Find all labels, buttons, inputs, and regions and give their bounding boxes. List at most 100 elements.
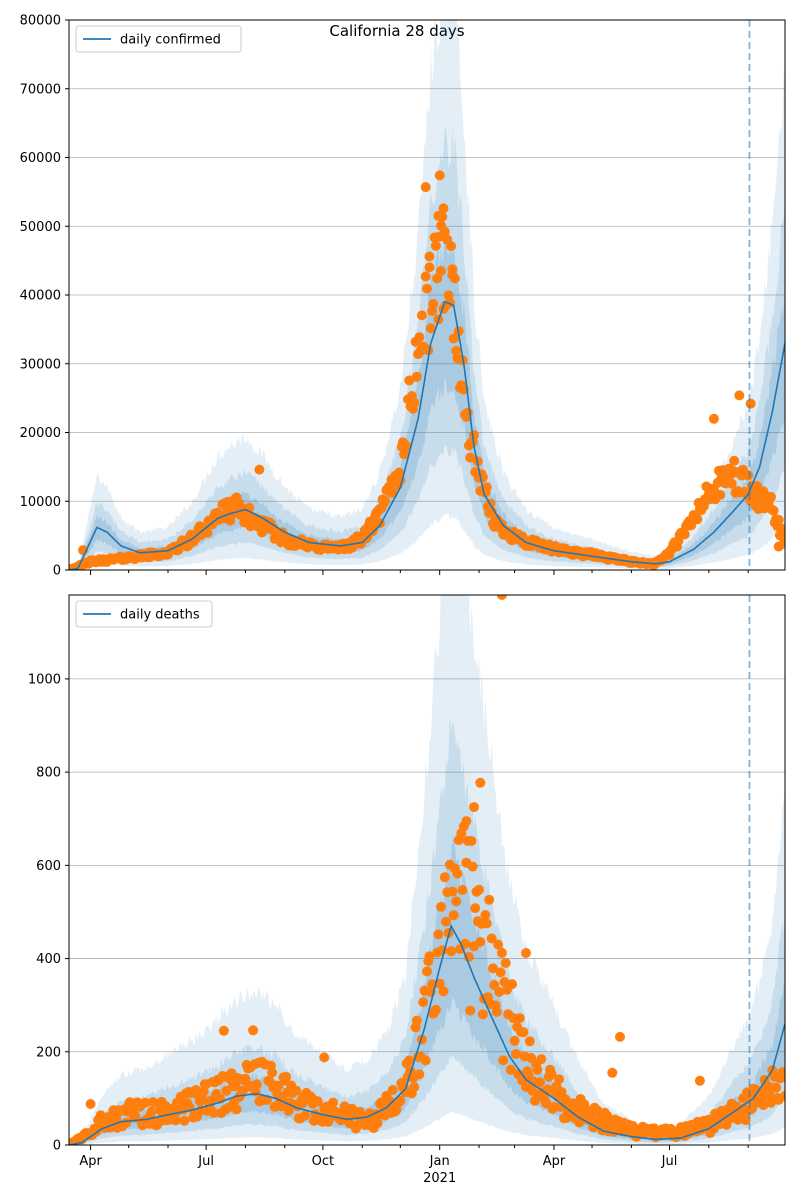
observed-point: [170, 1115, 181, 1126]
observed-point: [425, 323, 436, 334]
observed-point: [328, 1097, 339, 1108]
legend-box: [75, 600, 213, 628]
observed-point: [319, 1052, 330, 1063]
observed-point: [436, 901, 446, 912]
observed-point: [679, 529, 690, 540]
observed-point: [424, 951, 435, 962]
confidence-band: [69, 714, 785, 1145]
observed-point: [743, 470, 754, 481]
observed-point: [692, 514, 703, 525]
y-tick-label: 0: [53, 1139, 61, 1154]
y-tick-label: 60000: [20, 151, 61, 166]
observed-point: [481, 482, 492, 493]
observed-point: [546, 1068, 557, 1079]
observed-point: [433, 210, 444, 221]
observed-point: [430, 1004, 441, 1015]
x-tick-label: Apr: [79, 1154, 102, 1169]
observed-point: [395, 1095, 406, 1106]
observed-point: [433, 929, 444, 940]
observed-point: [524, 1036, 535, 1047]
x-tick-label: Jul: [197, 1154, 214, 1169]
x-tick-label: Jul: [661, 1154, 678, 1169]
x-year-label: 2021: [423, 1171, 456, 1186]
observed-point: [500, 958, 511, 968]
observed-point: [312, 1096, 323, 1107]
observed-point: [532, 1064, 543, 1075]
observed-point: [536, 1054, 547, 1065]
observed-point: [414, 1069, 425, 1080]
y-tick-label: 1000: [28, 672, 61, 687]
observed-point: [766, 491, 776, 502]
observed-point: [179, 1115, 190, 1126]
observed-point: [510, 1049, 521, 1059]
observed-point: [448, 333, 459, 344]
deaths-panel: 0 200 400 600 800 1000 daily deaths: [28, 594, 786, 1154]
observed-point: [409, 1082, 420, 1093]
observed-point: [401, 441, 412, 452]
legend: daily deaths: [75, 600, 213, 628]
observed-point: [771, 1082, 782, 1093]
y-tick-label: 20000: [20, 426, 61, 441]
observed-point: [428, 299, 439, 309]
observed-point: [267, 1067, 278, 1078]
observed-point: [465, 1005, 476, 1016]
observed-point: [773, 514, 784, 525]
observed-point: [248, 1025, 259, 1036]
confirmed-panel: 0 10000 20000 30000 40000 50000 60000 70000 8000…: [20, 14, 786, 579]
observed-point: [95, 1110, 106, 1121]
legend: daily confirmed: [75, 25, 242, 53]
observed-point: [202, 527, 213, 538]
observed-point: [411, 1015, 422, 1026]
observed-point: [281, 1071, 292, 1082]
observed-point: [434, 170, 445, 181]
observed-point: [154, 1117, 165, 1128]
observed-point: [432, 273, 443, 284]
observed-point: [276, 1101, 286, 1112]
observed-point: [380, 496, 391, 507]
observed-point: [481, 918, 492, 929]
observed-point: [416, 1034, 427, 1045]
x-tick-label: Jan: [429, 1154, 450, 1169]
observed-point: [708, 413, 719, 424]
observed-point: [218, 1025, 229, 1036]
observed-point: [694, 1075, 705, 1086]
observed-point: [420, 182, 431, 193]
observed-point: [457, 885, 468, 895]
observed-point: [420, 1055, 431, 1066]
observed-point: [475, 936, 486, 947]
observed-point: [521, 948, 531, 958]
observed-point: [399, 449, 410, 460]
observed-point: [438, 203, 449, 214]
observed-point: [231, 1104, 242, 1115]
observed-point: [474, 884, 484, 895]
axes-frame: [68, 594, 786, 1146]
y-tick-label: 400: [36, 952, 61, 967]
observed-point: [420, 271, 431, 282]
observed-point: [480, 910, 491, 920]
observed-point: [778, 1072, 785, 1083]
observed-point: [422, 966, 432, 977]
observed-point: [208, 1107, 219, 1118]
observed-point: [484, 894, 495, 905]
observed-point: [505, 1064, 516, 1075]
observed-point: [254, 464, 265, 475]
observed-point: [411, 371, 422, 382]
observed-point: [489, 980, 500, 990]
axes-frame: [68, 19, 786, 571]
observed-point: [461, 816, 472, 827]
observed-point: [452, 868, 463, 879]
observed-point: [85, 1099, 96, 1109]
confidence-band: [69, 595, 785, 1145]
observed-point: [436, 266, 446, 276]
confidence-band: [69, 20, 785, 570]
observed-point: [300, 1110, 311, 1121]
plot-area: [69, 20, 785, 570]
y-tick-label: 70000: [20, 82, 61, 97]
legend-label: daily deaths: [120, 608, 200, 623]
observed-point: [462, 407, 473, 418]
observed-point: [416, 310, 427, 321]
observed-point: [430, 240, 441, 251]
y-tick-label: 800: [36, 766, 61, 781]
y-tick-label: 600: [36, 859, 61, 874]
